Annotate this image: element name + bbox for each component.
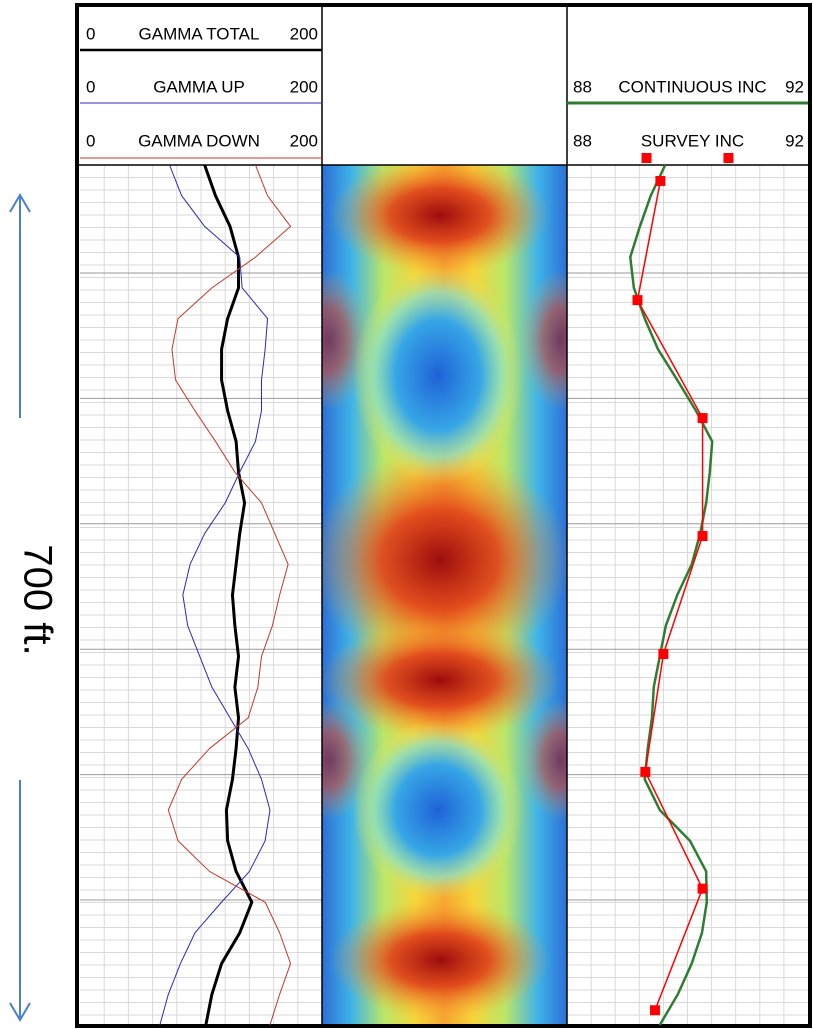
legend-label: GAMMA TOTAL [139, 24, 260, 43]
survey-point [640, 766, 651, 777]
legend-label: CONTINUOUS INC [618, 77, 766, 96]
heatmap [322, 165, 567, 1025]
scale-min: 0 [86, 131, 95, 150]
scale-min: 88 [573, 77, 592, 96]
legend-marker [641, 153, 652, 163]
curve [167, 164, 292, 1026]
scale-max: 92 [785, 77, 804, 96]
survey-point [649, 1005, 660, 1016]
survey-point [658, 648, 669, 659]
scale-max: 200 [290, 131, 318, 150]
depth-indicator [9, 193, 31, 1022]
scale-max: 200 [290, 77, 318, 96]
depth-label: 700 ft. [15, 544, 59, 655]
legend-marker [723, 153, 734, 163]
curve [629, 164, 714, 1026]
grid [80, 165, 808, 1025]
scale-min: 0 [86, 24, 95, 43]
scale-max: 92 [785, 131, 804, 150]
frame [75, 3, 812, 1028]
survey-point [655, 175, 666, 186]
scale-min: 88 [573, 131, 592, 150]
legend-label: GAMMA UP [153, 77, 245, 96]
scale-max: 200 [290, 24, 318, 43]
legend-label: GAMMA DOWN [138, 131, 260, 150]
survey-point [697, 531, 708, 542]
scale-min: 0 [86, 77, 95, 96]
curve [203, 164, 254, 1026]
survey-line [636, 180, 704, 1011]
survey-point [697, 883, 708, 894]
survey-point [697, 413, 708, 424]
legend-label: SURVEY INC [641, 131, 744, 150]
curve [159, 164, 271, 1026]
survey-point [632, 295, 643, 306]
